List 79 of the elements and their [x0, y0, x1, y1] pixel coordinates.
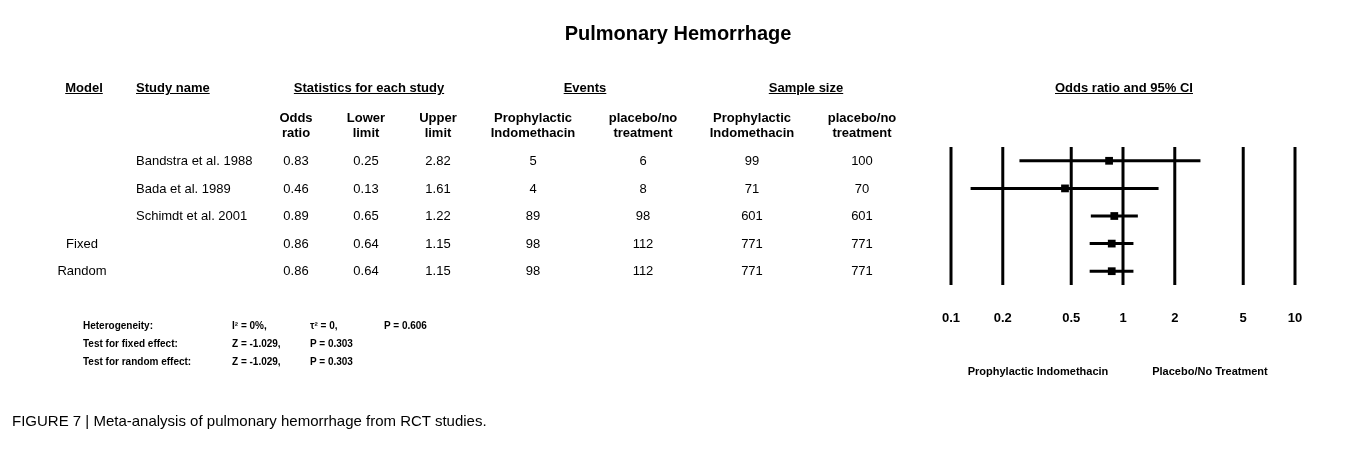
text: Prophylactic Indomethacin	[708, 110, 796, 140]
point	[1110, 212, 1119, 220]
text: 0.25	[352, 153, 380, 168]
text: 0.65	[352, 208, 380, 223]
data-label: 0.86	[282, 236, 310, 251]
text: Heterogeneity:	[83, 319, 154, 333]
text: 5	[528, 153, 538, 168]
text: Random	[56, 263, 108, 278]
text: 98	[524, 236, 542, 251]
text: Sample size	[767, 80, 845, 95]
text: Fixed	[65, 236, 99, 251]
data-label: 0.86	[282, 263, 310, 278]
text: 98	[524, 263, 542, 278]
text: Placebo/No Treatment	[1151, 364, 1269, 379]
x-axis-title: Odds ratio and 95% CI	[1054, 80, 1194, 95]
text: 100	[850, 153, 874, 168]
text: 4	[528, 181, 538, 196]
text: Lower limit	[345, 110, 387, 140]
text: 2.82	[424, 153, 452, 168]
x-tick-label: 10	[1287, 310, 1303, 326]
text: Events	[562, 80, 608, 95]
text: placebo/no treatment	[826, 110, 898, 140]
x-tick-label: 5	[1239, 310, 1247, 326]
text: Odds ratio	[278, 110, 314, 140]
x-tick-label: 0.1	[941, 310, 961, 326]
x-tick-label: 2	[1171, 310, 1179, 326]
text: P = 0.606	[384, 319, 428, 333]
text: 1.22	[424, 208, 452, 223]
text: 71	[743, 181, 761, 196]
point	[1061, 184, 1069, 193]
text: Z = -1.029,	[232, 356, 281, 367]
text: Pulmonary Hemorrhage	[563, 22, 793, 44]
text: 0.64	[352, 236, 380, 251]
text: Prophylactic Indomethacin	[966, 364, 1110, 379]
text: 1.61	[424, 181, 452, 196]
x-tick-label: 0.2	[993, 310, 1012, 326]
point	[1107, 267, 1116, 276]
text: 0.13	[352, 181, 380, 196]
text: 1.15	[424, 236, 452, 251]
text: 601	[740, 208, 764, 223]
text: 601	[850, 208, 874, 223]
caption: FIGURE 7 | Meta-analysis of pulmonary hemorrhage from RCT studies.	[12, 412, 487, 429]
text: Bandstra et al. 1988	[136, 153, 254, 168]
text: Upper limit	[418, 110, 458, 140]
text: Test for random effect:	[83, 355, 193, 369]
text: Schimdt et al. 2001	[136, 208, 249, 223]
text: 70	[853, 181, 871, 196]
text: 771	[740, 236, 764, 251]
text: Prophylactic Indomethacin	[489, 110, 577, 140]
text: 8	[638, 181, 648, 196]
point	[1105, 156, 1113, 165]
text: Statistics for each study	[292, 80, 446, 95]
text: Model	[64, 80, 104, 95]
text: τ² = 0,	[310, 320, 338, 331]
text: 98	[634, 208, 652, 223]
text: P = 0.303	[310, 337, 354, 351]
text: 112	[631, 263, 655, 278]
data-label: 0.89	[282, 208, 310, 223]
text: Study name	[136, 80, 211, 95]
text: 6	[638, 153, 648, 168]
text: Test for fixed effect:	[83, 337, 179, 351]
text: 771	[850, 236, 874, 251]
text: 1.15	[424, 263, 452, 278]
text: Z = -1.029,	[232, 338, 281, 349]
text: 99	[743, 153, 761, 168]
text: 771	[850, 263, 874, 278]
x-tick-label: 0.5	[1062, 310, 1081, 326]
text: P = 0.303	[310, 355, 354, 369]
text: 112	[631, 236, 655, 251]
text: Bada et al. 1989	[136, 181, 232, 196]
text: 771	[740, 263, 764, 278]
data-label: 0.83	[282, 153, 310, 168]
x-tick-label: 1	[1119, 310, 1127, 326]
text: placebo/no treatment	[607, 110, 679, 140]
text: I² = 0%,	[232, 320, 267, 331]
text: 89	[524, 208, 542, 223]
point	[1107, 239, 1116, 248]
data-label: 0.46	[282, 181, 310, 196]
text: 0.64	[352, 263, 380, 278]
